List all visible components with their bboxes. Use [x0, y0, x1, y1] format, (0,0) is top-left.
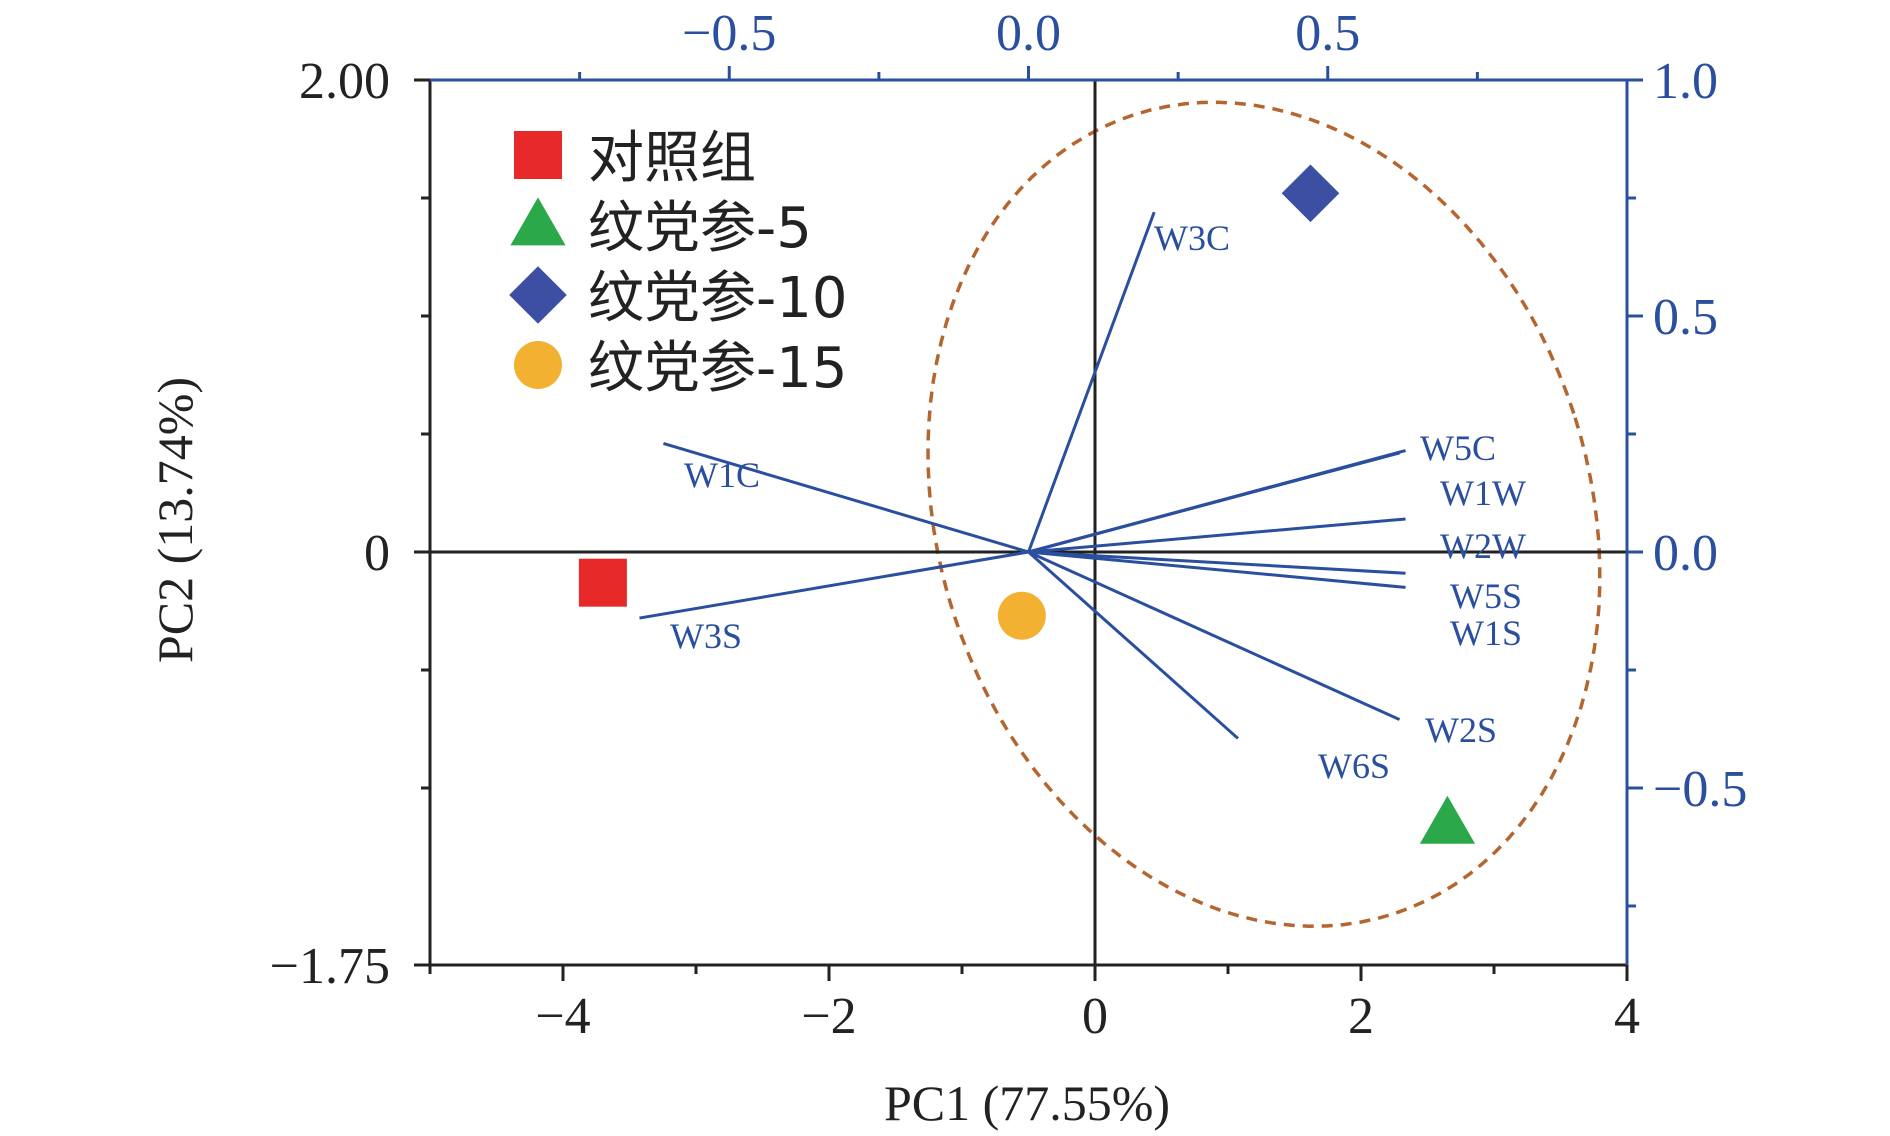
- sample-point-1: [578, 558, 627, 607]
- loading-vector-w6s: [1027, 550, 1239, 740]
- loading-label-w2s: W2S: [1425, 710, 1497, 750]
- y-tick-label: 0: [364, 525, 390, 582]
- legend-marker-1: [514, 131, 562, 179]
- right-tick-label: −0.5: [1653, 761, 1747, 818]
- legend-marker-2: [510, 197, 566, 246]
- legend-marker-4: [514, 341, 562, 389]
- y-tick-label: 2.00: [299, 53, 390, 110]
- loading-vector-w1s: [1028, 550, 1406, 589]
- top-tick-label: −0.5: [682, 5, 776, 62]
- sample-point-4: [997, 591, 1046, 640]
- loading-label-w2w: W2W: [1440, 526, 1526, 566]
- confidence-ellipse: [926, 100, 1602, 928]
- y-axis-label: PC2 (13.74%): [147, 377, 203, 663]
- loading-label-w1s: W1S: [1450, 613, 1522, 653]
- loading-vector-w2s: [1027, 550, 1401, 721]
- legend-marker-3: [509, 266, 567, 324]
- loading-label-w6s: W6S: [1318, 746, 1390, 786]
- y-tick-label: −1.75: [270, 938, 390, 995]
- axis-ticks: −4 −2 0 2 4 2.00 0 −1.75 −0.5 0.0 0.5 1.0 0.5 0.0 −0.5: [270, 5, 1748, 1045]
- x-tick-label: −4: [535, 988, 590, 1045]
- x-tick-label: −2: [801, 988, 856, 1045]
- sample-points: [578, 164, 1476, 844]
- loading-vector-w3s: [639, 550, 1029, 620]
- loading-vector-w2w: [1028, 517, 1406, 554]
- sample-point-3: [1281, 164, 1340, 223]
- x-tick-label: 0: [1082, 988, 1108, 1045]
- loading-vector-w3c: [1027, 211, 1156, 553]
- right-tick-label: 0.0: [1653, 525, 1718, 582]
- legend-label-4: 纹党参-15: [588, 336, 847, 401]
- loading-label-w3c: W3C: [1154, 218, 1230, 258]
- legend-label-1: 对照组: [588, 126, 756, 191]
- confidence-ellipse-layer: [926, 100, 1602, 928]
- x-tick-label: 4: [1614, 988, 1640, 1045]
- loading-label-w5s: W5S: [1450, 576, 1522, 616]
- legend-label-3: 纹党参-10: [588, 266, 847, 331]
- loading-vector-w1c: [662, 442, 1029, 554]
- legend-label-2: 纹党参-5: [588, 196, 812, 261]
- loading-label-w1w: W1W: [1440, 473, 1526, 513]
- loading-vector-w1w: [1028, 449, 1406, 554]
- top-tick-label: 0.0: [996, 5, 1061, 62]
- loading-vector-w5s: [1028, 550, 1406, 575]
- top-tick-label: 0.5: [1295, 5, 1360, 62]
- sample-point-2: [1419, 795, 1476, 844]
- loading-label-w3s: W3S: [670, 616, 742, 656]
- x-tick-label: 2: [1348, 988, 1374, 1045]
- right-tick-label: 1.0: [1653, 53, 1718, 110]
- right-tick-label: 0.5: [1653, 289, 1718, 346]
- loading-label-w1c: W1C: [684, 455, 760, 495]
- x-axis-label: PC1 (77.55%): [884, 1075, 1170, 1131]
- loading-label-w5c: W5C: [1420, 428, 1496, 468]
